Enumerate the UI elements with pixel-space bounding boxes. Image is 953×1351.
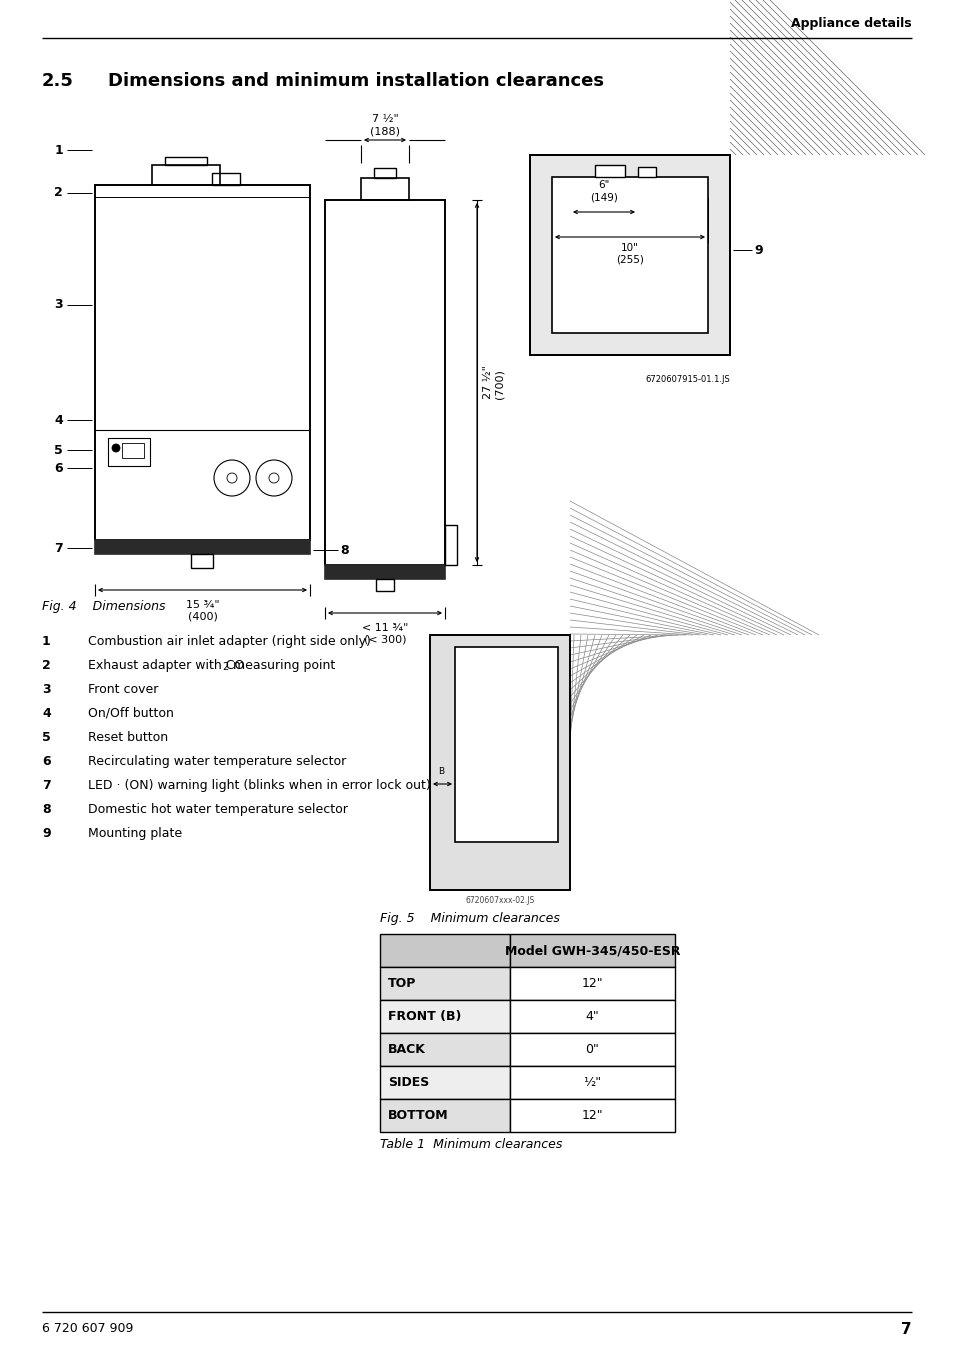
- Text: 5: 5: [42, 731, 51, 744]
- Text: 2: 2: [42, 659, 51, 671]
- Bar: [379, 934, 510, 967]
- Text: 27 ½"
(700): 27 ½" (700): [482, 366, 504, 400]
- Text: 8: 8: [42, 802, 51, 816]
- Text: Recirculating water temperature selector: Recirculating water temperature selector: [88, 755, 346, 767]
- Text: 2: 2: [54, 186, 63, 200]
- Text: Exhaust adapter with CO: Exhaust adapter with CO: [88, 659, 244, 671]
- Text: 6"
(149): 6" (149): [590, 181, 618, 203]
- Text: 2: 2: [222, 662, 229, 671]
- Bar: [430, 635, 569, 890]
- Bar: [152, 165, 220, 185]
- Bar: [379, 1000, 510, 1034]
- Bar: [510, 967, 675, 1000]
- Bar: [510, 1034, 675, 1066]
- Bar: [165, 157, 207, 165]
- Text: TOP: TOP: [388, 977, 416, 990]
- Text: 1: 1: [54, 143, 63, 157]
- Text: 15 ¾"
(400): 15 ¾" (400): [186, 600, 219, 621]
- Text: 6720607915-01.1.JS: 6720607915-01.1.JS: [644, 376, 729, 384]
- Text: 7: 7: [54, 542, 63, 554]
- Bar: [430, 635, 569, 890]
- Text: 4": 4": [585, 1011, 598, 1023]
- Bar: [444, 526, 456, 565]
- Text: 9: 9: [753, 243, 761, 257]
- Text: 7: 7: [901, 1323, 911, 1337]
- Text: Combustion air inlet adapter (right side only): Combustion air inlet adapter (right side…: [88, 635, 371, 648]
- Bar: [191, 554, 213, 567]
- Text: 6720607xxx-02.JS: 6720607xxx-02.JS: [465, 896, 534, 905]
- Text: FRONT (B): FRONT (B): [388, 1011, 461, 1023]
- Bar: [122, 443, 144, 458]
- Bar: [379, 967, 510, 1000]
- Text: ½": ½": [583, 1075, 601, 1089]
- Bar: [95, 540, 310, 554]
- Text: 3: 3: [42, 684, 51, 696]
- Bar: [510, 1000, 675, 1034]
- Text: 7 ½"
(188): 7 ½" (188): [370, 115, 399, 136]
- Text: 4: 4: [54, 413, 63, 427]
- Text: LED · (ON) warning light (blinks when in error lock out): LED · (ON) warning light (blinks when in…: [88, 780, 431, 792]
- Bar: [379, 1066, 510, 1098]
- Bar: [638, 168, 656, 177]
- Text: 6: 6: [42, 755, 51, 767]
- Text: Front cover: Front cover: [88, 684, 158, 696]
- Bar: [530, 155, 729, 355]
- Circle shape: [112, 444, 120, 453]
- Bar: [510, 1098, 675, 1132]
- Bar: [95, 185, 310, 540]
- Text: Mounting plate: Mounting plate: [88, 827, 182, 840]
- Text: Model GWH-345/450-ESR: Model GWH-345/450-ESR: [504, 944, 679, 957]
- Bar: [325, 200, 444, 565]
- Text: BACK: BACK: [388, 1043, 425, 1056]
- Text: 8: 8: [339, 543, 348, 557]
- Text: Appliance details: Appliance details: [791, 18, 911, 30]
- Text: 12": 12": [581, 977, 602, 990]
- Text: Reset button: Reset button: [88, 731, 168, 744]
- Bar: [530, 155, 729, 355]
- Text: 12": 12": [581, 1109, 602, 1121]
- Text: 4: 4: [42, 707, 51, 720]
- Text: Table 1  Minimum clearances: Table 1 Minimum clearances: [379, 1138, 561, 1151]
- Bar: [360, 178, 409, 200]
- Bar: [325, 565, 444, 580]
- Text: 6: 6: [54, 462, 63, 474]
- Text: 1: 1: [42, 635, 51, 648]
- Bar: [595, 165, 624, 177]
- Text: 6 720 607 909: 6 720 607 909: [42, 1323, 133, 1335]
- Text: On/Off button: On/Off button: [88, 707, 173, 720]
- Text: 9: 9: [42, 827, 51, 840]
- Text: 0": 0": [585, 1043, 598, 1056]
- Text: Fig. 4    Dimensions: Fig. 4 Dimensions: [42, 600, 165, 613]
- Text: 5: 5: [54, 443, 63, 457]
- Bar: [455, 647, 558, 842]
- Text: BOTTOM: BOTTOM: [388, 1109, 448, 1121]
- Text: SIDES: SIDES: [388, 1075, 429, 1089]
- Bar: [530, 155, 729, 355]
- Bar: [108, 438, 150, 466]
- Bar: [552, 177, 707, 332]
- Bar: [510, 934, 675, 967]
- Text: Fig. 5    Minimum clearances: Fig. 5 Minimum clearances: [379, 912, 559, 925]
- Bar: [374, 168, 395, 178]
- Text: 10"
(255): 10" (255): [616, 243, 643, 265]
- Text: 3: 3: [54, 299, 63, 312]
- Text: Dimensions and minimum installation clearances: Dimensions and minimum installation clea…: [108, 72, 603, 91]
- Text: 7: 7: [42, 780, 51, 792]
- Text: 2.5: 2.5: [42, 72, 73, 91]
- Text: measuring point: measuring point: [230, 659, 335, 671]
- Bar: [379, 1098, 510, 1132]
- Text: < 11 ¾"
(< 300): < 11 ¾" (< 300): [361, 623, 408, 644]
- Bar: [212, 173, 240, 185]
- Text: Domestic hot water temperature selector: Domestic hot water temperature selector: [88, 802, 348, 816]
- Bar: [375, 580, 394, 590]
- Bar: [379, 1034, 510, 1066]
- Text: B: B: [437, 767, 444, 775]
- Bar: [510, 1066, 675, 1098]
